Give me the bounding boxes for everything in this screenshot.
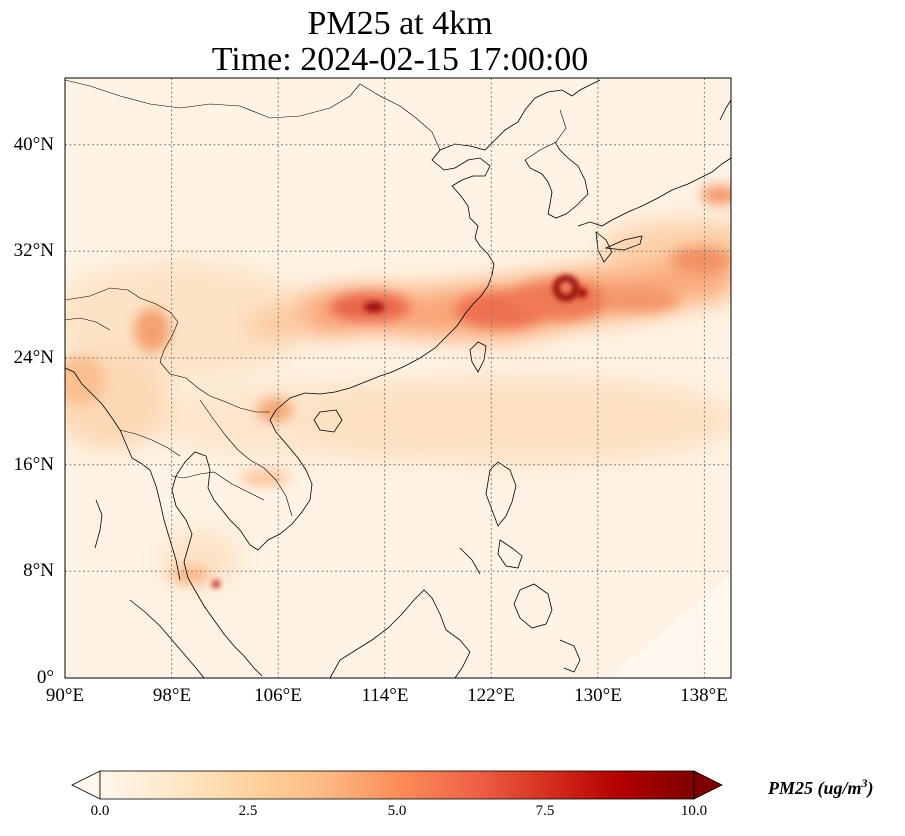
lon-tick-label: 138°E [680,685,728,706]
lon-tick-label: 106°E [254,685,302,706]
colorbar-extend-low [71,770,101,800]
plume-peak [364,302,384,312]
plume-core [134,308,170,352]
lat-tick-label: 40°N [13,134,54,155]
map-subtitle-time: Time: 2024-02-15 17:00:00 [211,41,589,78]
plot-frame [64,77,732,679]
visayas-coastline [497,539,523,569]
kyushu-coastline [595,231,613,263]
country-border [65,317,111,331]
mongolia-border [359,83,441,151]
coastlines [65,79,731,678]
plume-core [510,280,610,320]
colorbar-tick-label: 10.0 [680,803,708,819]
lat-tick-label: 32°N [13,240,54,261]
colorbar-label: PM25 (ug/m3) [768,776,874,799]
lon-tick-label: 98°E [152,685,192,706]
plume-core [600,288,680,312]
lat-tick-label: 8°N [23,560,54,581]
shikoku-coastline [604,235,643,251]
colorbar-bar [99,770,695,800]
colorbar-label-text: PM25 (ug/m [768,778,862,798]
concentration-field [65,185,731,678]
korea-border [524,109,567,161]
luzon-coastline [485,461,517,527]
hainan-coastline [313,409,343,433]
plume-peak [212,580,220,588]
borneo-coastline [329,589,471,678]
colorbar-extend-high [693,770,723,800]
clean-region [610,575,731,678]
indochina-coastline [171,409,313,677]
country-border [159,361,270,413]
lon-tick-label: 122°E [467,685,515,706]
colorbar-label-close: ) [867,778,874,798]
plume-core [65,355,105,405]
colorbar-label-superscript: 3 [861,776,868,790]
china-coastline [275,79,601,411]
country-border [65,287,179,363]
plume-peak [553,275,579,301]
plume-core [240,470,290,486]
lat-tick-label: 24°N [13,347,54,368]
plume-core [170,567,210,583]
haze-region [300,375,731,465]
plume-core [257,398,293,422]
country-border [199,399,293,517]
colorbar [71,770,723,800]
country-border [171,471,265,501]
plume-core [700,185,731,205]
plume-core [670,248,730,272]
myanmar-coastline [65,367,181,581]
sumatra-coastline [129,599,205,678]
lon-tick-label: 114°E [361,685,409,706]
lon-tick-label: 90°E [45,685,85,706]
map-title: PM25 at 4km [307,5,493,42]
mindanao-coastline [513,583,553,629]
colorbar-tick-label: 5.0 [387,803,407,819]
colorbar-tick-label: 7.5 [535,803,555,819]
colorbar-tick-label: 2.5 [238,803,258,819]
hokkaido-coastline [719,99,731,121]
colorbar-tick-label: 0.0 [90,803,110,819]
mongolia-border [65,79,361,119]
gridlines [65,78,731,678]
sulawesi-coastline [559,639,581,673]
lon-tick-label: 130°E [574,685,622,706]
andaman-islands [94,499,103,549]
lat-tick-label: 0° [36,667,54,688]
japan-coastline [577,157,731,227]
korea-coastline [524,141,589,219]
taiwan-coastline [469,341,487,373]
country-border [119,429,181,457]
palawan-coastline [459,547,481,575]
lat-tick-label: 16°N [13,454,54,475]
plume-peak [577,288,587,298]
